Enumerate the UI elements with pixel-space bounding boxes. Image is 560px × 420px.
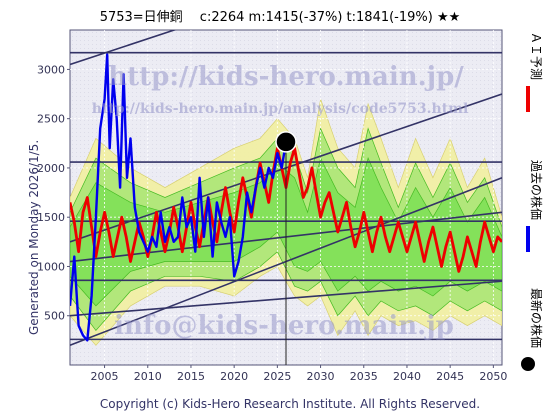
x-tick-label: 2025 xyxy=(263,370,291,383)
series-past-price xyxy=(70,53,288,342)
chart-title: 5753=日伸銅 c:2264 m:1415(-37%) t:1841(-19%… xyxy=(100,10,461,25)
y-tick-label: 500 xyxy=(44,310,65,323)
x-tick-label: 2005 xyxy=(91,370,119,383)
x-tick-label: 2040 xyxy=(393,370,421,383)
legend-label: ＡＩ予測 xyxy=(529,32,543,80)
legend-swatch-dot xyxy=(521,357,535,371)
x-tick-label: 2035 xyxy=(350,370,378,383)
latest-marker xyxy=(275,131,297,365)
watermark-email: info@kids-hero.main.jp xyxy=(114,311,454,341)
x-tick-label: 2045 xyxy=(436,370,464,383)
copyright-footer: Copyright (c) Kids-Hero Research Institu… xyxy=(100,397,480,411)
legend-item: 最新の株価 xyxy=(521,288,544,371)
legend-label: 最新の株価 xyxy=(529,288,544,348)
x-tick-label: 2010 xyxy=(134,370,162,383)
x-axis-ticks: 2005 2010 2015 2020 2025 2030 2035 2040 2045 2050 xyxy=(91,365,507,383)
watermark-url-analysis: http://kids-hero.main.jp/analysis/code57… xyxy=(92,101,469,117)
generated-note: Generated on Monday 2026/1/5. xyxy=(27,140,41,335)
y-tick-label: 2500 xyxy=(37,113,65,126)
y-tick-label: 3000 xyxy=(37,63,65,76)
x-tick-label: 2030 xyxy=(307,370,335,383)
legend-label: 過去の株価 xyxy=(529,160,544,220)
legend-item: ＡＩ予測 xyxy=(526,32,543,112)
x-tick-label: 2015 xyxy=(177,370,205,383)
y-tick-label: 2000 xyxy=(37,162,65,175)
y-tick-label: 1000 xyxy=(37,260,65,273)
latest-price-dot xyxy=(275,131,297,153)
x-tick-label: 2050 xyxy=(479,370,507,383)
y-tick-label: 1500 xyxy=(37,211,65,224)
channel-line xyxy=(70,30,177,66)
legend-item: 過去の株価 xyxy=(526,160,544,252)
y-axis-ticks: 500 1000 1500 2000 2500 3000 xyxy=(37,63,70,323)
watermark-url-main: http://kids-hero.main.jp/ xyxy=(108,62,464,92)
x-tick-label: 2020 xyxy=(220,370,248,383)
